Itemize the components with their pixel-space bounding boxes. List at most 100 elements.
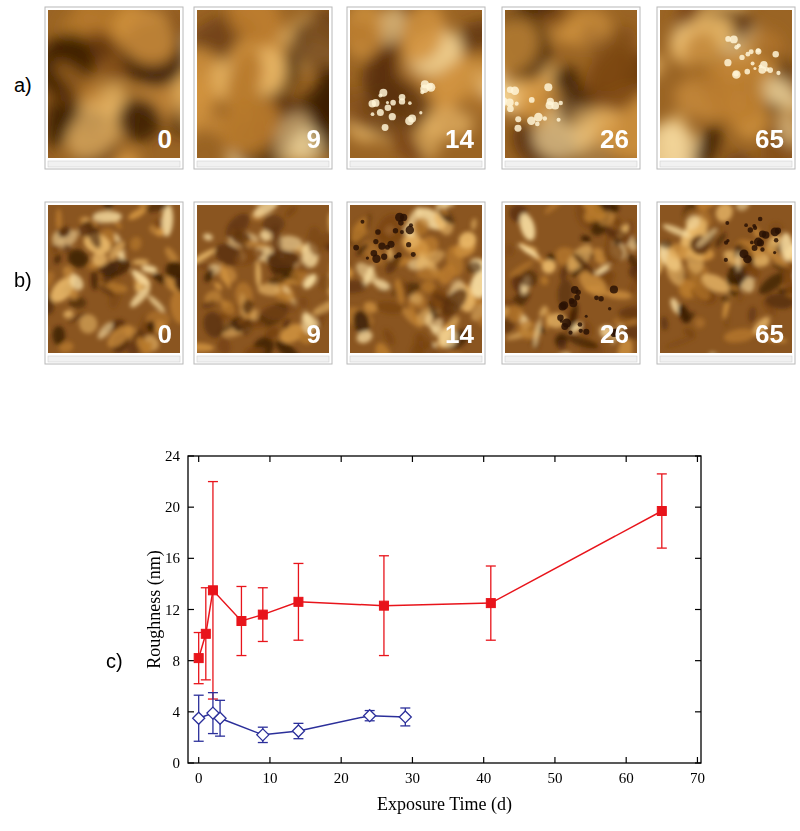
afm-feature bbox=[355, 328, 375, 345]
afm-particle bbox=[744, 69, 750, 75]
image-caption-strip bbox=[48, 356, 180, 362]
afm-particle bbox=[753, 67, 756, 70]
x-tick bbox=[697, 456, 698, 462]
afm-image bbox=[660, 205, 792, 353]
afm-feature bbox=[141, 264, 158, 274]
afm-particle bbox=[385, 104, 392, 111]
afm-feature bbox=[58, 340, 75, 353]
afm-feature bbox=[266, 251, 298, 269]
afm-particle bbox=[378, 94, 382, 98]
afm-particle bbox=[405, 117, 414, 126]
afm-feature bbox=[85, 29, 120, 65]
afm-particle bbox=[732, 70, 741, 79]
afm-feature bbox=[661, 222, 692, 240]
afm-particle bbox=[734, 45, 739, 50]
afm-feature bbox=[365, 213, 372, 232]
afm-feature bbox=[48, 269, 57, 292]
afm-particle bbox=[400, 230, 404, 234]
figure: a)09142665b)09142665c)010203040506070048… bbox=[0, 0, 800, 831]
afm-particle bbox=[377, 109, 384, 116]
data-point bbox=[399, 711, 411, 723]
afm-feature bbox=[682, 326, 697, 339]
afm-feature bbox=[202, 267, 216, 283]
afm-particle bbox=[750, 241, 754, 245]
error-bar bbox=[379, 556, 389, 656]
afm-feature bbox=[263, 324, 282, 342]
marks bbox=[193, 474, 667, 743]
afm-feature bbox=[306, 226, 325, 257]
afm-particle bbox=[569, 298, 575, 304]
afm-feature bbox=[737, 290, 744, 303]
afm-background bbox=[660, 205, 792, 353]
y-tick bbox=[695, 558, 701, 559]
error-bar bbox=[293, 563, 303, 640]
x-tick bbox=[697, 757, 698, 763]
afm-particle bbox=[755, 49, 761, 55]
afm-feature bbox=[770, 234, 781, 246]
exposure-day-label: 9 bbox=[307, 124, 321, 154]
afm-particle bbox=[758, 66, 766, 74]
afm-feature bbox=[216, 336, 233, 353]
error-bar-cap bbox=[194, 741, 204, 742]
data-point bbox=[201, 629, 210, 638]
image-caption-strip bbox=[48, 161, 180, 167]
afm-feature bbox=[603, 243, 625, 263]
afm-feature bbox=[62, 309, 74, 320]
afm-image bbox=[505, 205, 637, 353]
image-caption-strip bbox=[350, 161, 482, 167]
x-tick bbox=[554, 456, 555, 462]
error-bar-cap bbox=[201, 679, 211, 680]
afm-feature bbox=[540, 275, 549, 286]
x-tick bbox=[626, 757, 627, 763]
afm-feature bbox=[56, 224, 73, 240]
afm-particle bbox=[386, 101, 389, 104]
afm-particle bbox=[610, 285, 618, 293]
afm-feature bbox=[699, 270, 733, 297]
afm-feature bbox=[505, 10, 550, 87]
afm-feature bbox=[723, 327, 756, 345]
afm-feature bbox=[693, 205, 727, 215]
exposure-day-label: 0 bbox=[158, 319, 172, 349]
afm-particle bbox=[568, 331, 572, 335]
afm-particle bbox=[608, 307, 611, 310]
afm-feature bbox=[417, 334, 425, 352]
error-bar bbox=[293, 723, 303, 738]
exposure-day-label: 9 bbox=[307, 319, 321, 349]
afm-feature bbox=[542, 205, 571, 217]
afm-background bbox=[48, 205, 180, 353]
afm-particle bbox=[406, 226, 415, 235]
afm-feature bbox=[201, 299, 218, 311]
afm-feature bbox=[371, 209, 404, 244]
afm-particle bbox=[751, 62, 755, 66]
x-tick bbox=[483, 456, 484, 462]
y-tick bbox=[188, 558, 194, 559]
error-bar bbox=[215, 700, 225, 736]
afm-feature bbox=[558, 10, 615, 51]
afm-feature bbox=[660, 117, 692, 158]
afm-feature bbox=[301, 271, 320, 291]
afm-feature bbox=[785, 281, 792, 307]
afm-feature bbox=[216, 10, 294, 56]
afm-feature bbox=[78, 313, 99, 334]
afm-feature bbox=[406, 297, 419, 325]
afm-feature bbox=[570, 251, 596, 277]
error-bar-cap bbox=[208, 733, 218, 734]
panel-label: b) bbox=[14, 269, 32, 291]
afm-feature bbox=[261, 304, 288, 322]
afm-feature bbox=[633, 236, 637, 255]
afm-feature bbox=[683, 213, 703, 232]
data-point bbox=[364, 710, 376, 722]
x-tick-label: 0 bbox=[195, 770, 203, 786]
afm-feature bbox=[612, 237, 623, 248]
afm-particle bbox=[758, 217, 763, 222]
afm-feature bbox=[505, 295, 506, 319]
afm-feature bbox=[431, 291, 459, 309]
afm-feature bbox=[724, 315, 730, 328]
error-bar-cap bbox=[258, 727, 268, 728]
afm-feature bbox=[618, 306, 637, 320]
afm-feature bbox=[733, 205, 752, 213]
afm-feature bbox=[611, 216, 623, 229]
error-bar-cap bbox=[293, 738, 303, 739]
afm-feature bbox=[231, 231, 251, 245]
afm-image bbox=[48, 205, 180, 353]
